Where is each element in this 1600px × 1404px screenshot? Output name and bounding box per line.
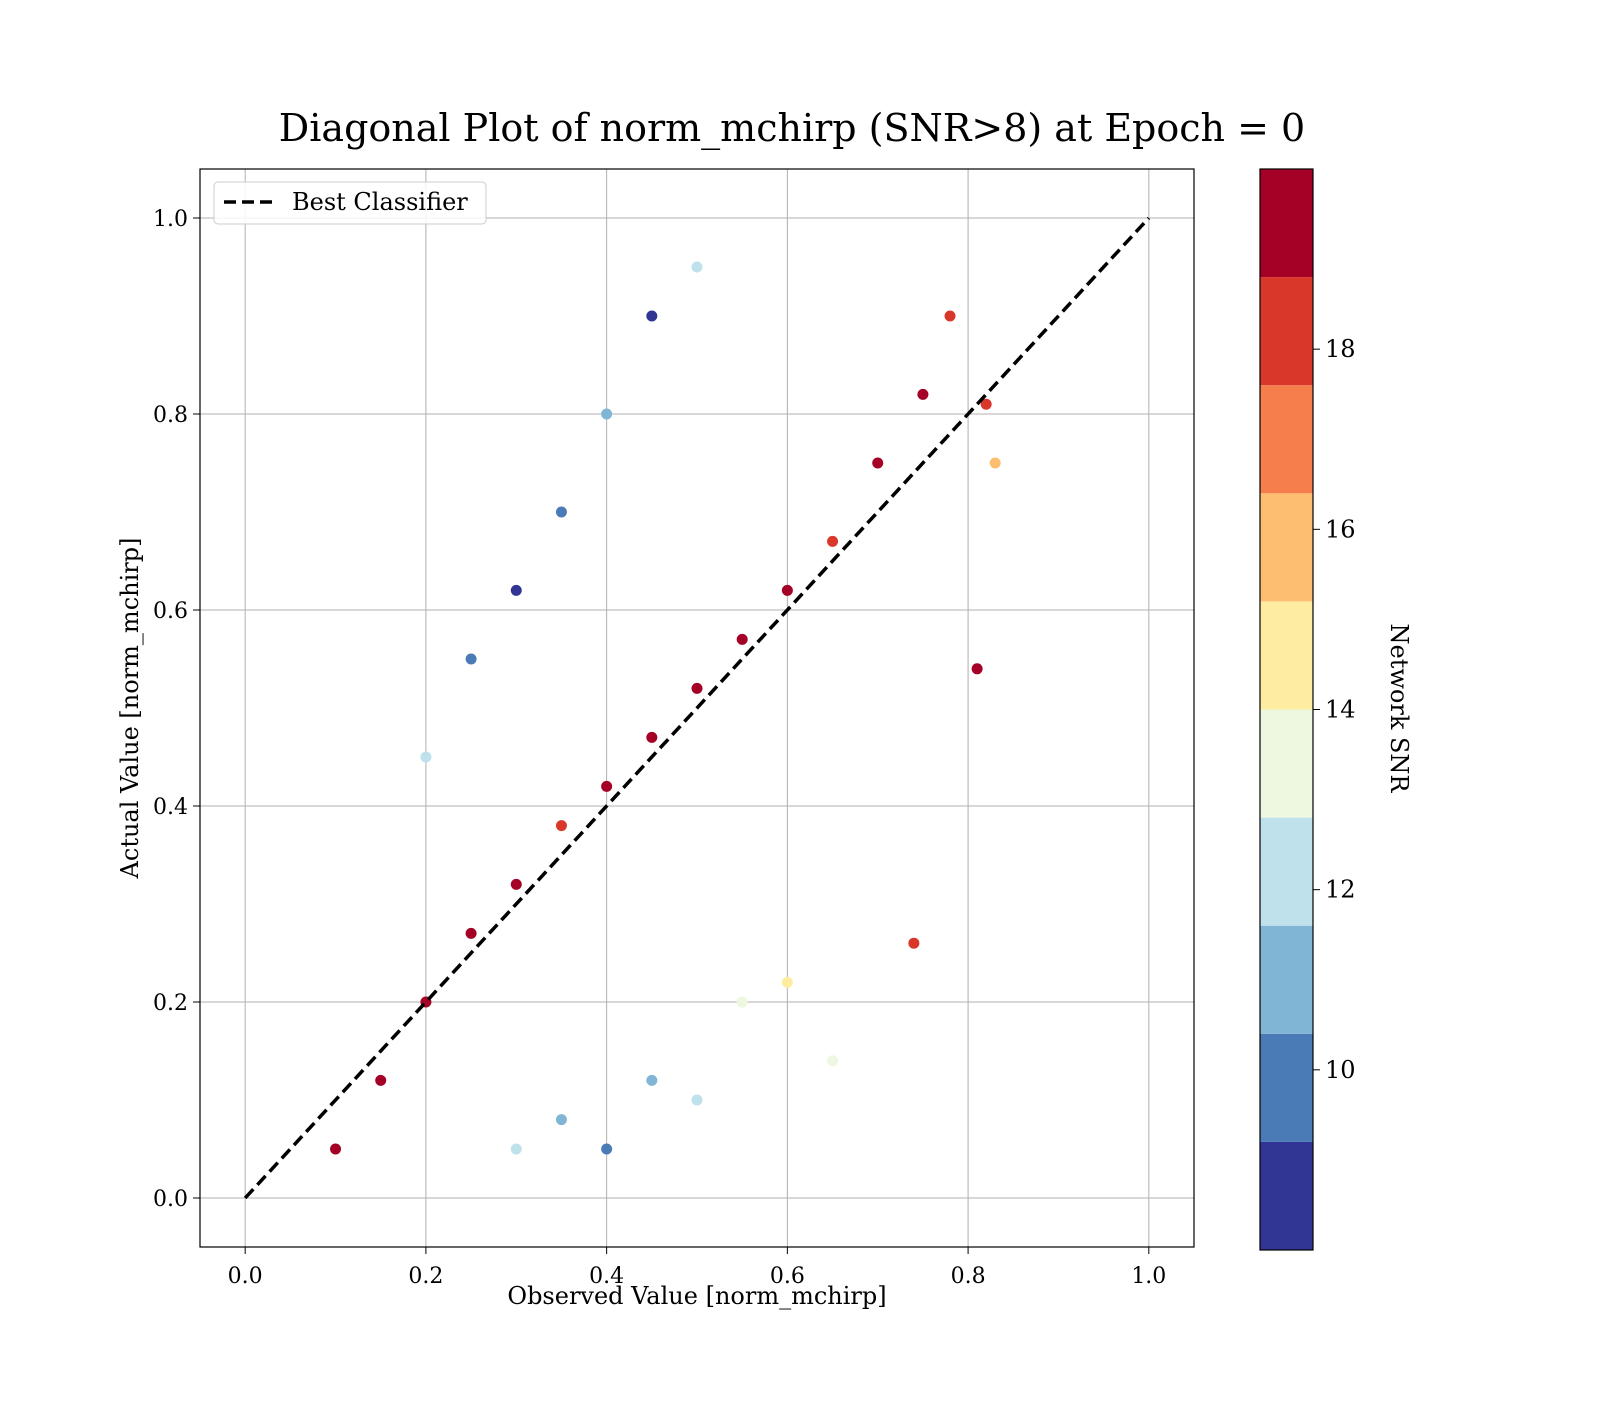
data-point xyxy=(781,584,793,596)
data-point xyxy=(646,310,658,322)
data-point xyxy=(827,1055,839,1067)
colorbar-tick-label: 12 xyxy=(1325,876,1356,904)
y-tick-label: 1.0 xyxy=(153,207,188,232)
data-point xyxy=(827,535,839,547)
data-point xyxy=(736,996,748,1008)
colorbar-tick-label: 16 xyxy=(1325,515,1356,543)
reference-line-layer xyxy=(243,216,1151,1200)
plot-frame xyxy=(199,168,1195,1248)
colorbar-segment xyxy=(1260,925,1313,1034)
x-tick-label: 0.6 xyxy=(770,1264,805,1289)
data-point xyxy=(917,388,929,400)
data-point xyxy=(601,1143,613,1155)
data-point xyxy=(510,584,522,596)
data-point xyxy=(944,310,956,322)
y-tick-label: 0.6 xyxy=(153,599,188,624)
data-point xyxy=(736,633,748,645)
x-tick-label: 0.2 xyxy=(408,1264,443,1289)
data-point xyxy=(781,976,793,988)
data-point xyxy=(465,653,477,665)
colorbar-tick-label: 10 xyxy=(1325,1056,1356,1084)
y-tick-label: 0.8 xyxy=(153,403,188,428)
legend-label: Best Classifier xyxy=(292,188,468,216)
scatter-points xyxy=(330,261,1001,1155)
data-point xyxy=(971,663,983,675)
colorbar-segment xyxy=(1260,277,1313,386)
data-point xyxy=(330,1143,342,1155)
chart-title: Diagonal Plot of norm_mchirp (SNR>8) at … xyxy=(279,106,1305,151)
y-axis-label: Actual Value [norm_mchirp] xyxy=(116,538,144,880)
data-point xyxy=(510,1143,522,1155)
colorbar-segment xyxy=(1260,385,1313,494)
data-point xyxy=(691,682,703,694)
colorbar-segment xyxy=(1260,709,1313,818)
colorbar-segment xyxy=(1260,169,1313,278)
x-tick-label: 0.4 xyxy=(589,1264,624,1289)
colorbar-segment xyxy=(1260,493,1313,602)
data-point xyxy=(510,878,522,890)
data-point xyxy=(555,820,567,832)
data-point xyxy=(555,1114,567,1126)
data-point xyxy=(646,731,658,743)
data-point xyxy=(601,408,613,420)
data-point xyxy=(908,937,920,949)
y-tick-label: 0.2 xyxy=(153,991,188,1016)
data-point xyxy=(465,927,477,939)
data-point xyxy=(872,457,884,469)
colorbar-segment xyxy=(1260,817,1313,926)
data-point xyxy=(375,1074,387,1086)
colorbar-segment xyxy=(1260,601,1313,710)
colorbar-segment xyxy=(1260,1033,1313,1142)
legend: Best Classifier xyxy=(213,181,487,225)
x-tick-label: 1.0 xyxy=(1131,1264,1166,1289)
data-point xyxy=(980,398,992,410)
x-tick-label: 0.8 xyxy=(951,1264,986,1289)
data-point xyxy=(601,780,613,792)
data-point xyxy=(691,261,703,273)
x-tick-label: 0.0 xyxy=(228,1264,263,1289)
colorbar: 10 12 14 16 18 xyxy=(1259,168,1356,1251)
legend-box xyxy=(213,181,487,225)
data-point xyxy=(989,457,1001,469)
y-tick-label: 0.4 xyxy=(153,795,188,820)
y-axis-ticks: 0.0 0.2 0.4 0.6 0.8 1.0 xyxy=(153,207,200,1212)
colorbar-tick-label: 14 xyxy=(1325,696,1356,724)
x-axis-label: Observed Value [norm_mchirp] xyxy=(507,1282,886,1310)
data-point xyxy=(646,1074,658,1086)
data-point xyxy=(691,1094,703,1106)
x-axis-ticks: 0.0 0.2 0.4 0.6 0.8 1.0 xyxy=(228,1247,1166,1289)
colorbar-label: Network SNR xyxy=(1385,624,1413,794)
y-tick-label: 0.0 xyxy=(153,1187,188,1212)
data-point xyxy=(555,506,567,518)
best-classifier-line xyxy=(243,216,1151,1200)
colorbar-segment xyxy=(1260,1141,1313,1250)
data-point xyxy=(420,751,432,763)
colorbar-tick-label: 18 xyxy=(1325,335,1356,363)
